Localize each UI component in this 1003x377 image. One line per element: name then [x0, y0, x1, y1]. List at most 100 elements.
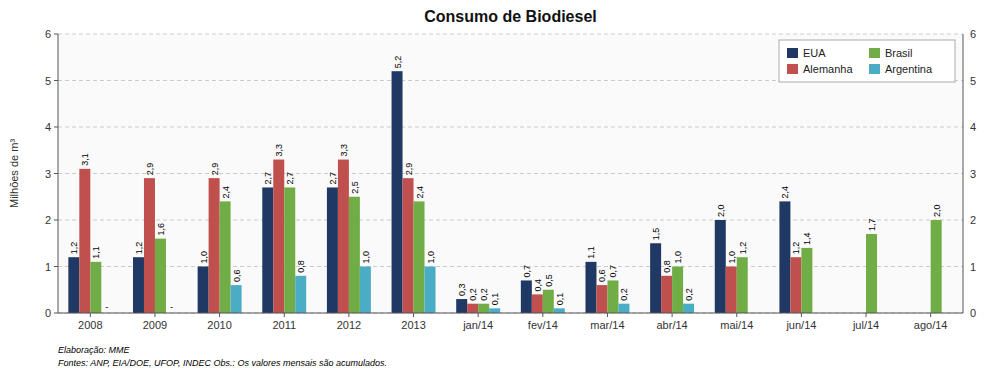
legend-label: Brasil: [885, 47, 913, 59]
x-tick-label: fev/14: [528, 319, 558, 331]
y2-tick-label: 2: [970, 214, 976, 226]
data-label: 3,3: [274, 144, 284, 157]
data-label: 2,4: [415, 186, 425, 199]
bars: [68, 71, 941, 313]
y-tick-label: 0: [45, 307, 51, 319]
data-label: 1,0: [727, 251, 737, 264]
y-axis-line: [58, 34, 59, 313]
data-label: 2,0: [932, 204, 942, 217]
bar: [801, 248, 812, 313]
x-tick: [607, 313, 608, 317]
y-axis-label: Milhões de m³: [8, 139, 20, 208]
bar: [414, 201, 425, 313]
bar: [790, 257, 801, 313]
data-label: 2,5: [350, 181, 360, 194]
data-label: 2,4: [780, 186, 790, 199]
data-label: 2,4: [221, 186, 231, 199]
bar: [425, 267, 436, 314]
bar: [532, 294, 543, 313]
data-label: 3,3: [339, 144, 349, 157]
bar: [198, 267, 209, 314]
grid-line: [58, 34, 963, 35]
data-label: 1,5: [651, 228, 661, 241]
data-label: 0,5: [544, 274, 554, 287]
x-tick-label: 2008: [78, 319, 102, 331]
y-tick-label: 6: [45, 28, 51, 40]
bar: [273, 160, 284, 313]
grid-line: [58, 220, 963, 221]
y2-axis-line: [963, 34, 964, 313]
data-label: 3,1: [80, 153, 90, 166]
legend-label: EUA: [803, 47, 826, 59]
legend: EUAAlemanhaBrasilArgentina: [779, 40, 955, 82]
data-label: 0,3: [457, 284, 467, 297]
data-label: 1,4: [802, 232, 812, 245]
x-tick-label: mai/14: [720, 319, 753, 331]
data-labels: 1,21,21,02,72,75,20,30,71,11,52,02,43,12…: [69, 56, 941, 306]
legend-label: Alemanha: [803, 63, 853, 75]
data-label: 2,9: [145, 163, 155, 176]
background: [0, 0, 1003, 377]
bar: [672, 267, 683, 314]
bar: [144, 178, 155, 313]
x-tick: [736, 313, 737, 317]
data-label: 2,9: [404, 163, 414, 176]
bar: [931, 220, 942, 313]
x-tick-label: ago/14: [914, 319, 948, 331]
x-tick-label: abr/14: [657, 319, 688, 331]
y-tick: [54, 34, 58, 35]
bar: [467, 304, 478, 313]
bar: [683, 304, 694, 313]
legend-swatch: [869, 48, 880, 58]
x-axis-line: [58, 313, 963, 314]
data-label: 0,4: [533, 279, 543, 292]
bar: [456, 299, 467, 313]
x-tick: [801, 313, 802, 317]
data-label: 1,0: [426, 251, 436, 264]
bar: [338, 160, 349, 313]
bar: [650, 243, 661, 313]
data-label: 0,8: [662, 260, 672, 273]
legend-swatch: [787, 64, 798, 74]
bar: [155, 239, 166, 313]
legend-box: [779, 40, 955, 82]
y2-tick-label: 6: [970, 28, 976, 40]
bar: [478, 304, 489, 313]
y-tick: [54, 266, 58, 267]
grid: [58, 34, 963, 313]
bar: [220, 201, 231, 313]
bar: [489, 308, 500, 313]
x-tick-label: mar/14: [590, 319, 624, 331]
data-label: 0,2: [684, 288, 694, 301]
y2-tick-label: 0: [970, 307, 976, 319]
bar: [349, 197, 360, 313]
data-label: 1,2: [738, 242, 748, 255]
bar: [209, 178, 220, 313]
bar: [618, 304, 629, 313]
bar: [133, 257, 144, 313]
bar: [284, 187, 295, 313]
data-label: 1,0: [673, 251, 683, 264]
y2-tick-label: 4: [970, 121, 976, 133]
y-tick: [54, 220, 58, 221]
x-tick-label: 2010: [207, 319, 231, 331]
data-label: 0,8: [296, 260, 306, 273]
data-label: 2,7: [285, 172, 295, 185]
bar: [521, 280, 532, 313]
y-tick-label: 2: [45, 214, 51, 226]
x-tick: [284, 313, 285, 317]
bar: [90, 262, 101, 313]
y-tick-label: 3: [45, 168, 51, 180]
data-label: 1,2: [791, 242, 801, 255]
data-label: 0,1: [490, 293, 500, 306]
bar: [866, 234, 877, 313]
data-label: 1,6: [156, 223, 166, 236]
bar: [68, 257, 79, 313]
bar: [231, 285, 242, 313]
y-tick: [54, 80, 58, 81]
x-tick: [930, 313, 931, 317]
grid-line: [58, 313, 963, 314]
bar: [295, 276, 306, 313]
data-label: 1,1: [91, 246, 101, 259]
x-tick: [672, 313, 673, 317]
